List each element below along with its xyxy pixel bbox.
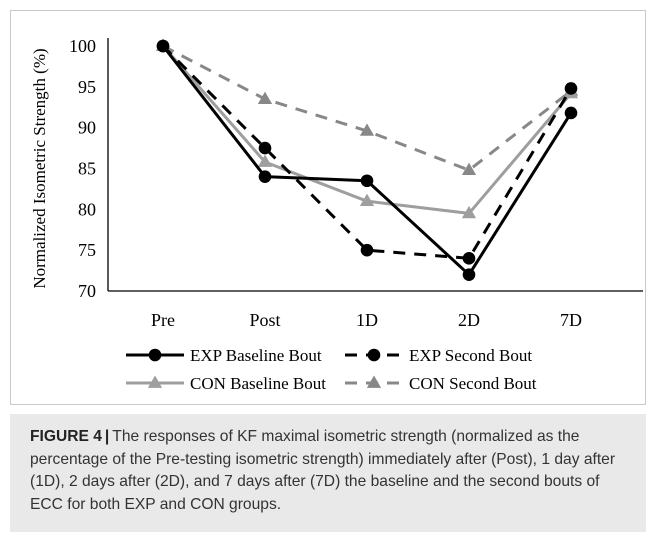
legend-marker <box>148 348 162 362</box>
series-line <box>161 45 573 277</box>
y-axis-title: Normalized Isometric Strength (%) <box>30 48 49 288</box>
data-point <box>258 141 272 155</box>
y-tick-label: 100 <box>69 36 96 56</box>
data-point <box>564 106 578 120</box>
x-tick-label: Pre <box>151 310 175 330</box>
x-tick-label: Post <box>249 310 280 330</box>
y-tick-label: 95 <box>78 77 96 97</box>
legend-entry: CON Baseline Bout <box>126 374 326 393</box>
caption-text: The responses of KF maximal isometric st… <box>30 428 616 513</box>
series-exp-baseline-bout <box>156 39 578 281</box>
series-layer <box>155 38 579 281</box>
data-point <box>257 91 273 104</box>
y-tick-label: 80 <box>78 199 96 219</box>
caption-label: FIGURE 4 <box>30 428 102 445</box>
data-point <box>359 193 375 207</box>
legend-marker <box>366 375 382 388</box>
caption-separator: | <box>104 428 110 445</box>
data-point <box>461 205 477 219</box>
legend-label: CON Second Bout <box>409 374 537 393</box>
x-tick-label: 7D <box>560 310 582 330</box>
legend-label: CON Baseline Bout <box>190 374 326 393</box>
legend-label: EXP Second Bout <box>409 346 532 365</box>
series-exp-second-bout <box>156 39 578 265</box>
data-point <box>360 174 374 188</box>
legend-entry: CON Second Bout <box>345 374 537 393</box>
line-chart: 70 75 80 85 90 95 100 Pre Post 1D 2D 7D Normalized I… <box>30 36 643 393</box>
data-point <box>258 170 272 183</box>
data-point <box>156 39 170 53</box>
x-tick-label: 1D <box>356 310 378 330</box>
y-tick-label: 70 <box>78 281 96 301</box>
y-tick-label: 75 <box>78 240 96 260</box>
legend-entry: EXP Baseline Bout <box>126 346 322 365</box>
figure-caption: FIGURE 4 | The responses of KF maximal iso… <box>10 414 646 532</box>
data-point <box>360 243 374 257</box>
legend-label: EXP Baseline Bout <box>190 346 322 365</box>
axes: 70 75 80 85 90 95 100 Pre Post 1D 2D 7D Normalized I… <box>30 36 643 330</box>
legend-marker <box>147 375 163 388</box>
legend: EXP Baseline Bout EXP Second Bout CON Base… <box>126 346 537 393</box>
legend-entry: EXP Second Bout <box>345 346 532 365</box>
x-tick-label: 2D <box>458 310 480 330</box>
data-point <box>359 123 375 136</box>
data-point <box>257 154 273 167</box>
data-point <box>462 268 476 281</box>
data-point <box>461 162 477 176</box>
data-point <box>564 82 578 95</box>
series-con-second-bout <box>155 38 579 176</box>
figure-panel: 70 75 80 85 90 95 100 Pre Post 1D 2D 7D Normalized I… <box>10 10 646 405</box>
y-tick-label: 90 <box>78 118 96 138</box>
legend-marker <box>367 348 381 362</box>
y-tick-label: 85 <box>78 159 96 179</box>
data-point <box>462 252 476 265</box>
